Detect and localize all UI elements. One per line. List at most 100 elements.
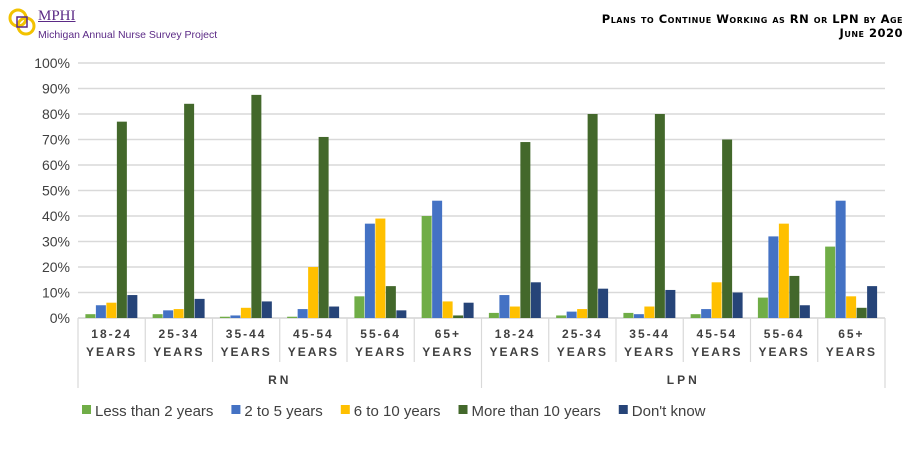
- bar: [442, 301, 453, 318]
- category-label: YEARS: [288, 345, 339, 359]
- bar: [364, 223, 375, 318]
- y-tick-label: 10%: [42, 285, 70, 301]
- bar: [463, 302, 474, 318]
- bar: [396, 310, 407, 318]
- bar: [722, 139, 733, 318]
- bar: [644, 306, 655, 318]
- category-label: YEARS: [422, 345, 473, 359]
- legend-swatch: [618, 405, 628, 414]
- chart-title: Plans to Continue Working as RN or LPN b…: [602, 12, 903, 40]
- category-label: YEARS: [826, 345, 877, 359]
- category-label: YEARS: [489, 345, 540, 359]
- bar: [499, 295, 510, 318]
- bar: [261, 301, 272, 318]
- category-label: 35-44: [226, 327, 267, 341]
- bar: [385, 286, 396, 318]
- bar: [375, 218, 386, 318]
- bar: [297, 309, 308, 318]
- bar: [690, 314, 701, 318]
- legend-label: 6 to 10 years: [354, 403, 441, 420]
- bar: [318, 136, 329, 318]
- category-label: 55-64: [764, 327, 805, 341]
- bar: [577, 309, 588, 318]
- bar: [768, 236, 779, 318]
- bar: [95, 305, 106, 318]
- category-label: YEARS: [624, 345, 675, 359]
- bar: [556, 315, 567, 318]
- category-label: 65+: [435, 327, 461, 341]
- category-label: 65+: [838, 327, 864, 341]
- category-label: YEARS: [557, 345, 608, 359]
- category-label: YEARS: [86, 345, 137, 359]
- category-label: 55-64: [360, 327, 401, 341]
- category-label: 45-54: [293, 327, 334, 341]
- bar: [173, 309, 184, 318]
- y-tick-label: 30%: [42, 234, 70, 250]
- bar: [799, 305, 810, 318]
- legend-swatch: [340, 405, 350, 414]
- bar: [230, 315, 241, 318]
- bar: [598, 288, 609, 318]
- bar: [329, 306, 340, 318]
- bar: [835, 200, 846, 318]
- bar: [654, 114, 665, 318]
- legend-swatch: [458, 405, 468, 414]
- bar: [711, 282, 722, 318]
- bar: [757, 297, 768, 318]
- bar: [116, 121, 127, 319]
- bar: [846, 296, 857, 318]
- bar: [623, 312, 634, 318]
- bar: [530, 282, 541, 318]
- bar: [701, 309, 712, 318]
- legend-label: Less than 2 years: [95, 403, 213, 420]
- y-tick-label: 0%: [50, 310, 70, 326]
- y-tick-label: 50%: [42, 183, 70, 199]
- bar: [163, 310, 174, 318]
- bar: [152, 314, 163, 318]
- bar: [240, 307, 251, 318]
- bar: [219, 316, 230, 318]
- y-tick-label: 80%: [42, 106, 70, 122]
- bar: [633, 314, 644, 318]
- legend-label: More than 10 years: [472, 403, 601, 420]
- category-label: YEARS: [355, 345, 406, 359]
- title-line: Plans to Continue Working as RN or LPN b…: [601, 12, 903, 26]
- bar: [520, 142, 531, 318]
- category-label: 45-54: [697, 327, 738, 341]
- subtitle-line: June 2020: [839, 26, 903, 40]
- category-label: 35-44: [629, 327, 670, 341]
- group-label: RN: [268, 373, 291, 387]
- project-name: Michigan Annual Nurse Survey Project: [38, 29, 218, 41]
- y-tick-label: 90%: [42, 81, 70, 97]
- bar: [453, 315, 464, 318]
- y-tick-label: 60%: [42, 157, 70, 173]
- bar: [85, 314, 96, 318]
- bar: [106, 302, 117, 318]
- y-tick-label: 70%: [42, 132, 70, 148]
- bar: [778, 223, 789, 318]
- legend-label: 2 to 5 years: [244, 403, 322, 420]
- bar: [287, 316, 298, 318]
- logo-text: MPHI: [38, 8, 76, 24]
- bar: [867, 286, 878, 318]
- category-label: 18-24: [495, 327, 536, 341]
- mphi-logo-icon: [8, 8, 36, 36]
- bar: [488, 312, 499, 318]
- bar: [194, 298, 205, 318]
- category-label: 18-24: [91, 327, 132, 341]
- bar: [566, 311, 577, 318]
- category-label: 25-34: [159, 327, 200, 341]
- category-label: YEARS: [153, 345, 204, 359]
- category-label: YEARS: [691, 345, 742, 359]
- category-label: 25-34: [562, 327, 603, 341]
- category-label: YEARS: [220, 345, 271, 359]
- legend-swatch: [82, 405, 91, 414]
- bar: [127, 295, 138, 318]
- group-label: LPN: [667, 373, 700, 387]
- bar: [665, 289, 676, 318]
- legend-swatch: [231, 405, 241, 414]
- bar: [308, 267, 319, 318]
- bar: [825, 246, 836, 318]
